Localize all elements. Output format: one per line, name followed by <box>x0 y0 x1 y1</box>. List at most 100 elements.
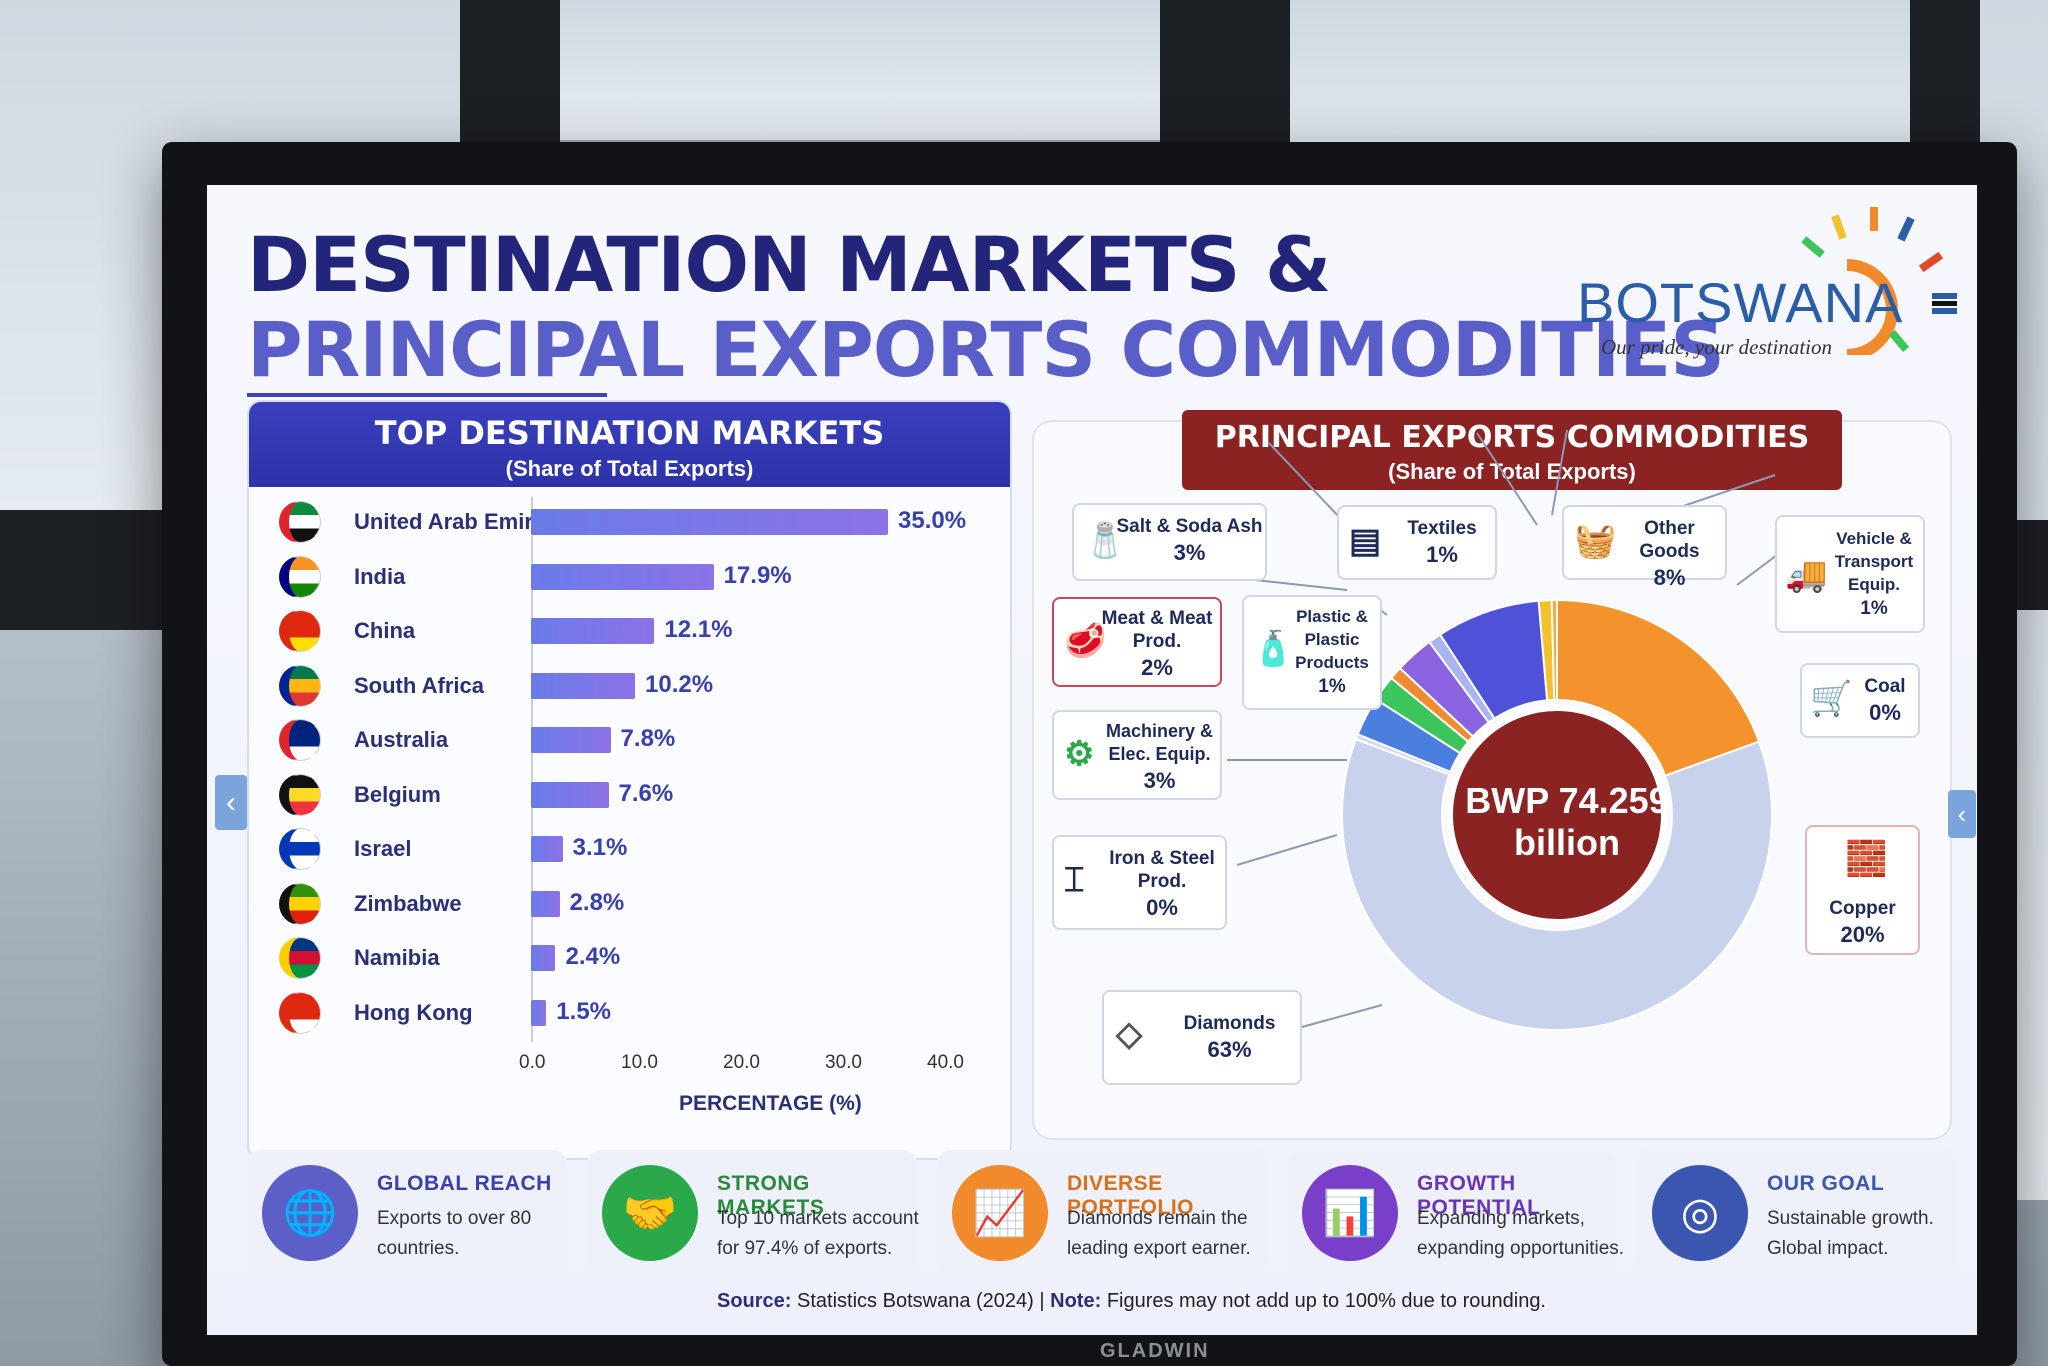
callout-label: Textiles <box>1407 518 1477 539</box>
market-bar <box>531 945 556 971</box>
gear-icon: ⚙ <box>1064 735 1095 773</box>
market-bar <box>531 672 636 699</box>
total-value: BWP 74.259 <box>1465 780 1669 821</box>
callout-label: Coal <box>1864 676 1906 697</box>
market-row: Israel 3.1% <box>279 824 999 876</box>
callout-value: 63% <box>1207 1037 1252 1062</box>
callout-label: Plastic & Plastic Products <box>1295 607 1369 672</box>
callout-label: Iron & Steel Prod. <box>1109 848 1215 892</box>
tile-our-goal: ◎ OUR GOAL Sustainable growth. Global im… <box>1637 1150 1957 1275</box>
donut-center-label: BWP 74.259 billion <box>1437 780 1697 864</box>
country-flag-icon <box>279 937 321 979</box>
callout-value: 0% <box>1146 895 1178 920</box>
note-text: Figures may not add up to 100% due to ro… <box>1106 1290 1546 1312</box>
market-bar <box>531 618 655 644</box>
commodities-donut-chart <box>1341 598 1773 1031</box>
country-flag-icon <box>279 501 321 543</box>
country-label: Namibia <box>354 945 440 970</box>
market-row: Hong Kong 1.5% <box>279 988 999 1040</box>
truck-icon: 🚚 <box>1785 556 1828 594</box>
country-label: Belgium <box>354 781 441 807</box>
source-text: Statistics Botswana (2024) <box>797 1290 1034 1312</box>
presentation-screen: DESTINATION MARKETS & PRINCIPAL EXPORTS … <box>207 185 1977 1335</box>
callout-value: 1% <box>1318 676 1346 697</box>
bar-value-label: 7.8% <box>620 725 676 752</box>
callout-meat: 🥩 Meat & Meat Prod. 2% <box>1052 597 1222 687</box>
page-subtitle: PRINCIPAL EXPORTS COMMODITIES <box>247 305 1725 394</box>
market-row: India 17.9% <box>279 552 999 604</box>
window-frame <box>0 510 170 630</box>
market-row: Zimbabwe 2.8% <box>279 879 999 931</box>
bar-value-label: 3.1% <box>572 834 628 861</box>
source-footnote: Source: Statistics Botswana (2024) | Not… <box>717 1290 1546 1313</box>
market-row: Australia 7.8% <box>279 715 999 767</box>
page-title: DESTINATION MARKETS & <box>247 220 1331 309</box>
commodities-subtitle: (Share of Total Exports) <box>1388 459 1636 484</box>
tile-title: OUR GOAL <box>1767 1172 1885 1195</box>
basket-icon: 🧺 <box>1574 522 1617 560</box>
callout-copper: 🧱 Copper 20% <box>1805 825 1920 955</box>
window-frame <box>1160 0 1290 150</box>
x-tick-label: 0.0 <box>519 1052 546 1073</box>
callout-value: 1% <box>1426 542 1458 567</box>
callout-iron-steel: ⌶ Iron & Steel Prod. 0% <box>1052 835 1227 930</box>
salt-shaker-icon: 🧂 <box>1084 522 1127 560</box>
country-label: Israel <box>354 836 412 861</box>
window-frame <box>460 0 560 150</box>
next-slide-button[interactable]: ‹ <box>1948 790 1976 838</box>
tile-title: DIVERSE PORTFOLIO <box>1067 1172 1194 1219</box>
country-flag-icon <box>279 882 321 925</box>
bar-value-label: 10.2% <box>645 670 714 698</box>
callout-label: Other Goods <box>1639 518 1700 562</box>
market-bar <box>531 999 547 1026</box>
bar-value-label: 35.0% <box>898 507 967 534</box>
market-bar <box>531 890 560 917</box>
callout-value: 3% <box>1173 540 1206 565</box>
tile-global-reach: 🌐 GLOBAL REACH Exports to over 80 countr… <box>247 1150 567 1275</box>
callout-salt: 🧂 Salt & Soda Ash 3% <box>1072 503 1267 581</box>
growth-chart-icon: 📈 <box>952 1165 1048 1261</box>
previous-slide-button[interactable]: ‹ <box>215 775 247 830</box>
country-flag-icon <box>279 664 321 707</box>
tile-diverse-portfolio: 📈 DIVERSE PORTFOLIO Diamonds remain the … <box>937 1150 1267 1275</box>
commodities-title: PRINCIPAL EXPORTS COMMODITIES <box>1214 420 1810 455</box>
callout-value: 20% <box>1840 922 1885 947</box>
tile-strong-markets: 🤝 STRONG MARKETS Top 10 markets account … <box>587 1150 919 1275</box>
market-bar <box>531 563 714 590</box>
x-tick-label: 40.0 <box>927 1052 964 1073</box>
callout-other-goods: 🧺 Other Goods 8% <box>1562 505 1727 590</box>
tile-desc: Sustainable growth. Global impact. <box>1767 1208 1934 1259</box>
title-underline <box>247 393 607 397</box>
callout-value: 0% <box>1869 700 1901 725</box>
x-tick-label: 30.0 <box>825 1052 862 1073</box>
country-flag-icon <box>279 828 321 870</box>
callout-label: Vehicle & Transport Equip. <box>1834 529 1914 594</box>
callout-vehicle: 🚚 Vehicle & Transport Equip. 1% <box>1775 515 1925 633</box>
markets-bar-chart: United Arab Emirates 35.0% India 17.9% China… <box>249 497 1010 1097</box>
country-label: Hong Kong <box>354 999 473 1025</box>
source-separator: | <box>1039 1290 1045 1312</box>
y-axis-line <box>531 497 533 1042</box>
markets-header: TOP DESTINATION MARKETS (Share of Total … <box>249 402 1010 487</box>
country-flag-icon <box>279 991 321 1034</box>
handshake-icon: 🤝 <box>602 1165 698 1261</box>
x-axis-title: PERCENTAGE (%) <box>679 1092 862 1115</box>
logo-wordmark: BOTSWANA <box>1577 271 1904 334</box>
donut-center-circle <box>1447 705 1667 925</box>
donut-slice <box>1556 598 1761 778</box>
market-bar <box>531 781 609 808</box>
country-label: Australia <box>354 727 449 752</box>
coal-cart-icon: 🛒 <box>1810 680 1853 718</box>
callout-coal: 🛒 Coal 0% <box>1800 663 1920 738</box>
tile-desc: Top 10 markets account for 97.4% of expo… <box>717 1208 919 1259</box>
tile-title: GLOBAL REACH <box>377 1172 552 1195</box>
markets-title: TOP DESTINATION MARKETS <box>374 414 885 452</box>
tile-desc: Diamonds remain the leading export earne… <box>1067 1208 1251 1259</box>
callout-textiles: ▤ Textiles 1% <box>1337 505 1497 580</box>
diamond-icon: ◇ <box>1116 1015 1143 1053</box>
tile-growth-potential: 📊 GROWTH POTENTIAL Expanding markets, ex… <box>1287 1150 1624 1275</box>
bar-value-label: 2.8% <box>569 888 625 916</box>
tile-desc: Expanding markets, expanding opportuniti… <box>1417 1208 1625 1259</box>
bar-value-label: 17.9% <box>723 561 792 589</box>
destination-markets-panel: TOP DESTINATION MARKETS (Share of Total … <box>247 400 1012 1160</box>
